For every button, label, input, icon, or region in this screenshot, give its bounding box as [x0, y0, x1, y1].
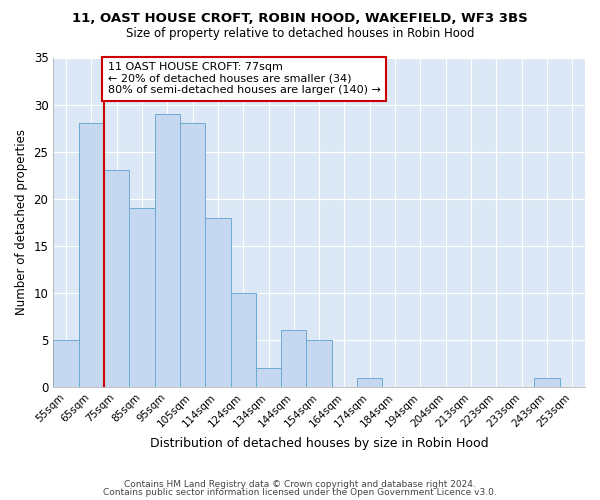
Bar: [357, 378, 382, 387]
Text: 11 OAST HOUSE CROFT: 77sqm
← 20% of detached houses are smaller (34)
80% of semi: 11 OAST HOUSE CROFT: 77sqm ← 20% of deta…: [108, 62, 380, 96]
Y-axis label: Number of detached properties: Number of detached properties: [15, 129, 28, 315]
Bar: [281, 330, 307, 387]
Text: 11, OAST HOUSE CROFT, ROBIN HOOD, WAKEFIELD, WF3 3BS: 11, OAST HOUSE CROFT, ROBIN HOOD, WAKEFI…: [72, 12, 528, 26]
Bar: [307, 340, 332, 387]
Bar: [129, 208, 155, 387]
Bar: [155, 114, 180, 387]
Bar: [230, 293, 256, 387]
Bar: [535, 378, 560, 387]
Text: Contains public sector information licensed under the Open Government Licence v3: Contains public sector information licen…: [103, 488, 497, 497]
Bar: [53, 340, 79, 387]
Bar: [256, 368, 281, 387]
Bar: [104, 170, 129, 387]
Bar: [205, 218, 230, 387]
Text: Contains HM Land Registry data © Crown copyright and database right 2024.: Contains HM Land Registry data © Crown c…: [124, 480, 476, 489]
Bar: [79, 124, 104, 387]
Text: Size of property relative to detached houses in Robin Hood: Size of property relative to detached ho…: [126, 28, 474, 40]
Bar: [180, 124, 205, 387]
X-axis label: Distribution of detached houses by size in Robin Hood: Distribution of detached houses by size …: [150, 437, 488, 450]
